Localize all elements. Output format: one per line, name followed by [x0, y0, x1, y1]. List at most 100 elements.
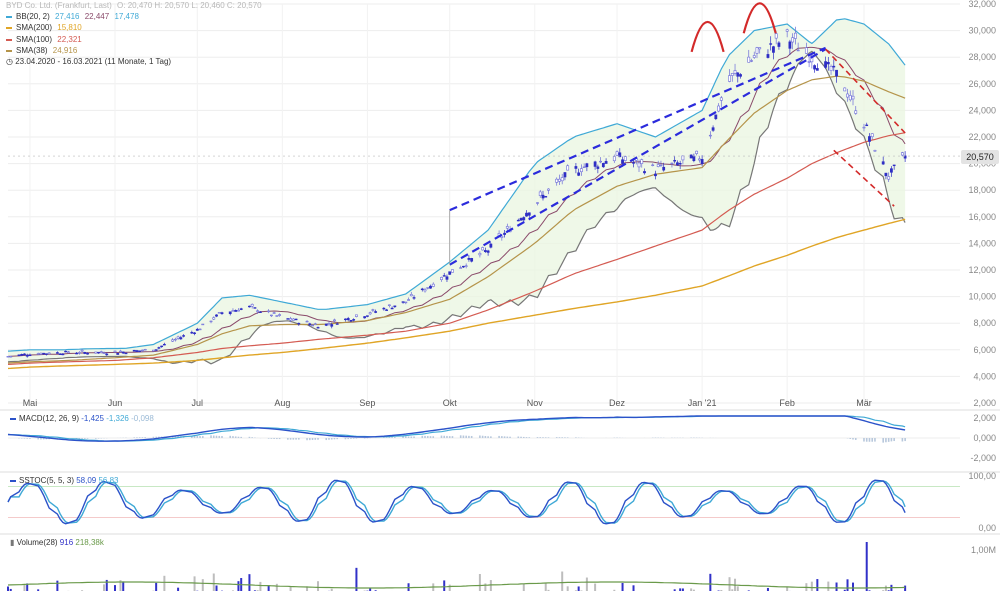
candle-body	[829, 66, 833, 71]
legend-item-sma200[interactable]: SMA(200) 15,810	[6, 22, 262, 33]
macd-histogram-bar	[440, 435, 443, 438]
volume-bar	[728, 577, 731, 591]
macd-label: MACD(12, 26, 9)	[19, 414, 80, 423]
candle-body	[333, 319, 336, 322]
macd-histogram-bar	[555, 437, 558, 438]
volume-legend[interactable]: ▮ Volume(28) 916 218,38k	[10, 538, 104, 547]
macd-histogram-bar	[470, 435, 473, 438]
macd-histogram-bar	[177, 435, 179, 438]
candle-body	[758, 47, 762, 50]
last-price-label: 20,570	[961, 150, 999, 164]
price-tick-label: 10,000	[968, 292, 996, 302]
candle-body	[330, 324, 334, 327]
volume-bar	[267, 585, 270, 591]
candle-body	[854, 110, 858, 114]
candle-body	[673, 159, 677, 162]
clock-icon: ◷	[6, 57, 13, 67]
macd-histogram-bar	[152, 436, 155, 438]
macd-histogram-bar	[201, 436, 204, 438]
volume-bar	[289, 586, 292, 591]
macd-histogram-bar	[443, 435, 446, 438]
candle-body	[711, 127, 715, 131]
macd-histogram-bar	[141, 437, 144, 438]
candle-body	[815, 68, 819, 71]
candle-body	[269, 314, 273, 317]
legend-item-sma100[interactable]: SMA(100) 22,321	[6, 34, 262, 45]
candle-body	[464, 265, 468, 267]
candle-body	[324, 323, 328, 326]
candle-body	[870, 133, 874, 138]
candle-body	[190, 332, 194, 334]
volume-bar	[193, 576, 196, 591]
candle-body	[813, 65, 816, 70]
sma38-line	[7, 75, 906, 364]
volume-bar	[105, 579, 108, 591]
legend-value: 24,916	[52, 45, 78, 55]
macd-histogram-bar	[566, 437, 569, 438]
candle-body	[45, 353, 48, 355]
top-arc	[742, 2, 777, 34]
macd-swatch	[10, 417, 16, 420]
volume-bar	[865, 542, 868, 591]
macd-histogram-bar	[509, 436, 511, 438]
volume-bar	[679, 588, 682, 591]
candle-body	[346, 318, 350, 321]
macd-histogram-bar	[270, 438, 273, 439]
candle-body	[267, 310, 271, 313]
candle-body	[596, 166, 600, 169]
legend-item-sma38[interactable]: SMA(38) 24,916	[6, 45, 262, 56]
volume-avg-value: 218,38k	[75, 538, 104, 547]
macd-histogram-bar	[40, 438, 42, 440]
candle-body	[651, 164, 655, 166]
price-tick-label: 30,000	[968, 26, 996, 36]
macd-histogram-bar	[158, 436, 160, 438]
candle-body	[426, 287, 430, 289]
bb-band-fill	[8, 18, 906, 364]
candle-body	[599, 160, 602, 163]
macd-histogram-bar	[501, 436, 503, 438]
volume-bar	[275, 583, 278, 591]
candle-body	[868, 136, 871, 142]
volume-bar	[448, 584, 451, 591]
candle-body	[676, 162, 679, 166]
candle-body	[445, 276, 449, 280]
candle-body	[448, 271, 452, 275]
candle-body	[728, 75, 731, 82]
candle-body	[689, 154, 693, 159]
legend-label: SMA(200)	[16, 23, 53, 33]
candle-body	[119, 350, 122, 353]
candle-body	[272, 312, 276, 314]
macd-histogram-bar	[558, 437, 561, 438]
macd-legend[interactable]: MACD(12, 26, 9) -1,425 -1,326 -0,098	[10, 414, 154, 423]
candle-body	[604, 161, 608, 164]
candle-body	[536, 202, 539, 204]
legend-item-bb[interactable]: BB(20, 2) 27,416 22,447 17,478	[6, 11, 262, 22]
channel-lower-line	[449, 48, 827, 266]
candle-body	[278, 314, 282, 316]
macd-histogram-bar	[564, 437, 566, 438]
candle-body	[656, 164, 660, 167]
candle-body	[66, 351, 70, 353]
ohlc-header: BYD Co. Ltd. (Frankfurt, Last) O: 20,470…	[6, 0, 262, 11]
volume-bar	[163, 575, 166, 591]
candle-body	[692, 155, 696, 161]
sma200-swatch	[6, 27, 12, 30]
candle-body	[846, 93, 849, 98]
candle-body	[234, 310, 238, 312]
stoch-label: SSTOC(5, 5, 3)	[19, 476, 74, 485]
macd-histogram-bar	[383, 437, 385, 438]
candle-body	[519, 218, 523, 221]
candle-body	[20, 354, 24, 356]
macd-histogram-bar	[26, 438, 29, 439]
candle-body	[500, 235, 504, 238]
candle-body	[612, 156, 616, 162]
macd-histogram-bar	[42, 438, 45, 440]
macd-histogram-bar	[136, 437, 138, 438]
stoch-legend[interactable]: SSTOC(5, 5, 3) 58,09 56,83	[10, 476, 119, 485]
macd-histogram-bar	[308, 438, 311, 441]
candle-body	[429, 285, 432, 289]
macd-histogram-bar	[215, 435, 218, 438]
candle-body	[97, 351, 100, 354]
macd-histogram-bar	[854, 438, 857, 440]
candle-body	[577, 172, 581, 176]
